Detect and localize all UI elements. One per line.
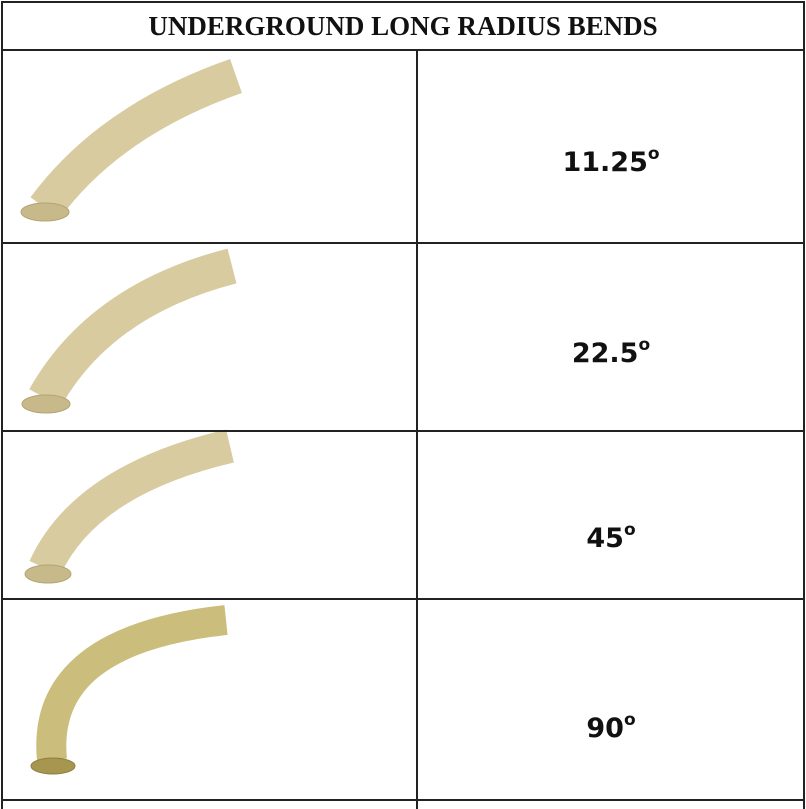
- pipe: [45, 76, 236, 208]
- pipe-end: [22, 395, 70, 413]
- pipe: [45, 266, 232, 398]
- pipe-end: [21, 203, 69, 221]
- rule: [2, 1, 804, 3]
- angle: 11.25: [562, 147, 647, 178]
- degree-mark: o: [638, 335, 650, 355]
- angle: 90: [586, 713, 624, 744]
- table-title: UNDERGROUND LONG RADIUS BENDS: [2, 4, 804, 48]
- angle: 22.5: [572, 338, 639, 369]
- pipe-end: [31, 758, 75, 774]
- rule: [2, 49, 804, 51]
- pipe: [51, 620, 226, 760]
- rule: [1, 1, 3, 809]
- rule: [803, 1, 805, 809]
- rule: [2, 799, 804, 801]
- angle: 45: [586, 523, 624, 554]
- rule: [2, 242, 804, 244]
- angle-label: 90o: [418, 712, 804, 744]
- degree-mark: o: [624, 710, 636, 730]
- degree-mark: o: [624, 520, 636, 540]
- rule: [2, 598, 804, 600]
- degree-mark: o: [648, 144, 660, 164]
- angle-label: 22.5o: [418, 337, 804, 369]
- angle-label: 11.25o: [418, 146, 804, 178]
- pipe-images: [0, 0, 806, 809]
- pipe: [45, 446, 230, 568]
- pipe-end: [25, 565, 71, 583]
- rule: [2, 430, 804, 432]
- page: UNDERGROUND LONG RADIUS BENDS 11.25o 22.…: [0, 0, 806, 809]
- angle-label: 45o: [418, 522, 804, 554]
